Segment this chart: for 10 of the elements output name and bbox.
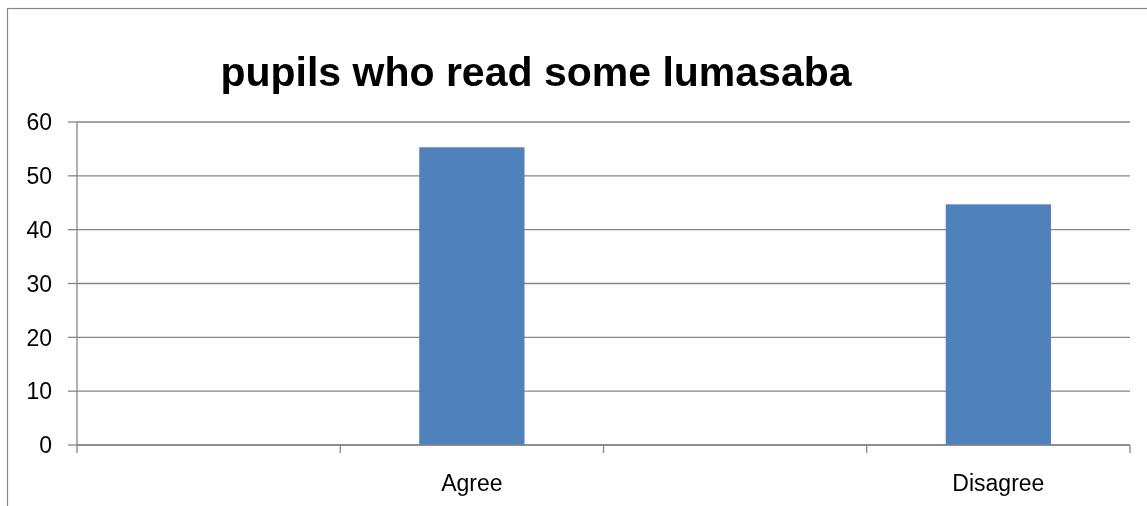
x-tick-label: Disagree <box>952 470 1045 496</box>
y-tick-label: 10 <box>26 378 52 405</box>
y-tick-label: 0 <box>39 432 52 459</box>
y-tick-label: 40 <box>26 216 52 243</box>
y-tick-label: 20 <box>26 324 52 351</box>
y-tick-label: 30 <box>26 270 52 297</box>
x-tick-label: Agree <box>441 470 503 496</box>
chart-title: pupils who read some lumasaba <box>220 49 853 95</box>
y-tick-label: 60 <box>26 109 52 136</box>
y-tick-label: 50 <box>26 163 52 190</box>
